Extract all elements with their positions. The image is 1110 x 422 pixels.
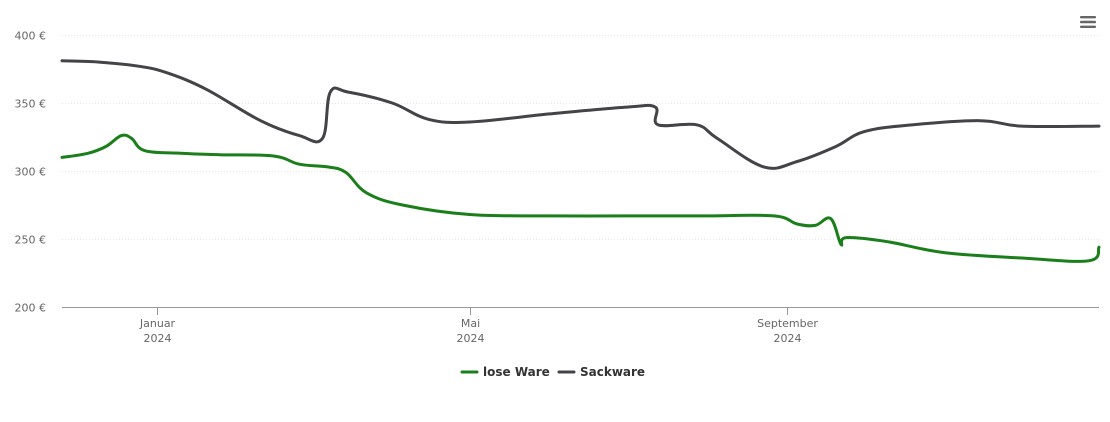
x-tick-label: Januar (139, 317, 176, 330)
y-axis-labels: 200 € 250 € 300 € 350 € 400 € (15, 30, 47, 315)
y-tick-label: 300 € (15, 166, 47, 179)
x-axis-ticks: Januar 2024 Mai 2024 September 2024 (139, 307, 818, 345)
legend-label: lose Ware (483, 365, 550, 379)
y-tick-label: 200 € (15, 302, 47, 315)
y-tick-label: 250 € (15, 234, 47, 247)
series-lines (60, 59, 1101, 263)
series-line-0[interactable] (60, 133, 1101, 263)
legend-label: Sackware (580, 365, 645, 379)
hamburger-menu-icon (1080, 16, 1096, 28)
series-line-1[interactable] (60, 59, 1101, 170)
x-tick-label: September (757, 317, 818, 330)
x-tick-sublabel: 2024 (144, 332, 172, 345)
x-tick-label: Mai (461, 317, 480, 330)
y-tick-label: 350 € (15, 98, 47, 111)
x-tick-sublabel: 2024 (457, 332, 485, 345)
y-tick-label: 400 € (15, 30, 47, 43)
grid-lines (62, 35, 1099, 240)
chart-menu-button[interactable] (1079, 14, 1097, 30)
legend-item[interactable]: lose Ware (460, 365, 550, 379)
legend-item[interactable]: Sackware (557, 365, 645, 379)
legend: lose Ware Sackware (460, 365, 645, 379)
x-tick-sublabel: 2024 (774, 332, 802, 345)
